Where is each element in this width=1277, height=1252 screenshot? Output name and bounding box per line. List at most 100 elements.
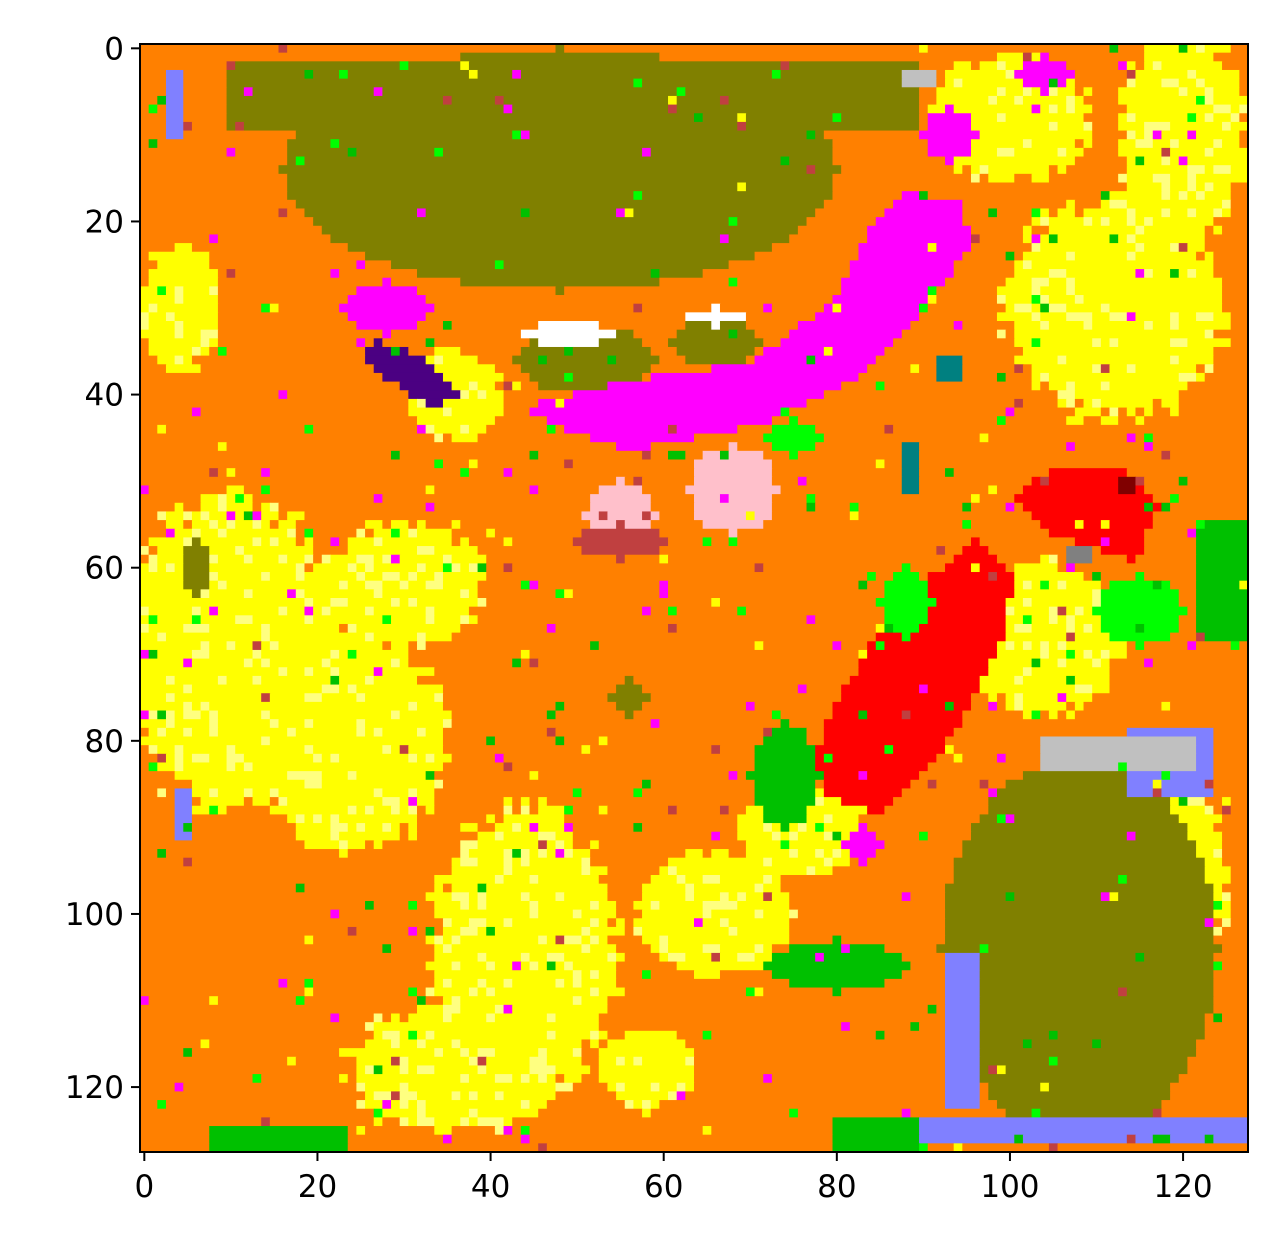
heatmap-cell-run (494, 926, 583, 937)
heatmap-cell-run (278, 788, 375, 798)
heatmap-cell-run (1109, 684, 1248, 694)
heatmap-cell-run (442, 554, 453, 564)
heatmap-cell-run (165, 753, 176, 764)
heatmap-cell-run (140, 632, 158, 642)
heatmap-cell-run (1040, 580, 1050, 590)
heatmap-cell-run (1066, 165, 1128, 175)
heatmap-cell-run (1118, 987, 1128, 997)
heatmap-cell-run (425, 355, 435, 365)
heatmap-cell-run (417, 1065, 435, 1075)
heatmap-cell-run (996, 693, 1007, 703)
heatmap-cell-run (1161, 502, 1171, 513)
heatmap-cell-run (668, 866, 678, 876)
heatmap-cell-run (304, 814, 314, 824)
heatmap-cell-run (468, 381, 479, 391)
heatmap-cell-run (598, 511, 609, 521)
heatmap-cell-run (1170, 208, 1188, 218)
heatmap-cell-run (685, 849, 704, 859)
heatmap-cell-run (936, 286, 998, 296)
heatmap-cell-run (165, 364, 202, 374)
heatmap-cell-run (356, 1126, 366, 1136)
heatmap-cell-run (1109, 675, 1248, 686)
heatmap-cell-run (979, 952, 1137, 963)
heatmap-cell-run (391, 554, 401, 564)
heatmap-cell-run (1213, 771, 1248, 781)
heatmap-cell-run (1031, 511, 1154, 521)
heatmap-cell-run (1031, 658, 1041, 668)
heatmap-cell-run (140, 727, 150, 738)
heatmap-cell-run (417, 208, 427, 218)
heatmap-cell-run (140, 416, 418, 426)
heatmap-cell-run (148, 338, 202, 348)
heatmap-cell-run (295, 589, 306, 599)
heatmap-cell-run (339, 537, 349, 547)
heatmap-cell-run (771, 502, 808, 513)
heatmap-cell-run (529, 407, 782, 417)
heatmap-cell-run (1196, 78, 1206, 88)
heatmap-cell-run (1118, 234, 1128, 244)
heatmap-cell-run (140, 866, 453, 876)
heatmap-cell-run (529, 338, 539, 348)
heatmap-cell-run (771, 970, 903, 980)
heatmap-cell-run (140, 849, 158, 859)
heatmap-cell-run (927, 762, 1041, 772)
heatmap-cell-run (555, 424, 565, 435)
heatmap-cell-run (901, 892, 912, 902)
heatmap-cell-run (979, 1091, 989, 1101)
heatmap-cell-run (546, 1074, 557, 1084)
heatmap-cell-run (893, 623, 920, 634)
heatmap-cell-run (140, 528, 167, 539)
heatmap-cell-run (789, 156, 834, 166)
heatmap-cell-run (754, 883, 764, 893)
heatmap-cell-run (434, 667, 860, 677)
heatmap-cell-run (243, 589, 254, 599)
heatmap-cell-run (1144, 321, 1154, 331)
heatmap-cell-run (1048, 1082, 1171, 1093)
heatmap-cell-run (451, 520, 461, 530)
heatmap-cell-run (226, 87, 245, 97)
heatmap-cell-run (391, 520, 409, 530)
heatmap-cell-run (728, 528, 738, 539)
heatmap-cell-run (477, 459, 565, 469)
heatmap-cell-run (157, 615, 193, 625)
heatmap-cell-run (520, 208, 531, 218)
heatmap-cell-run (607, 511, 643, 521)
heatmap-cell-run (893, 745, 946, 755)
heatmap-cell-run (442, 944, 453, 954)
heatmap-cell-run (1144, 44, 1180, 54)
heatmap-cell-run (330, 606, 366, 616)
heatmap-cell-run (1213, 147, 1248, 158)
heatmap-cell-run (226, 95, 444, 106)
heatmap-cell-run (1178, 156, 1189, 166)
heatmap-cell-run (1126, 199, 1223, 210)
heatmap-cell-run (425, 935, 435, 945)
heatmap-cell-run (988, 433, 1128, 443)
heatmap-cell-run (590, 502, 652, 513)
heatmap-cell-run (434, 546, 479, 556)
heatmap-cell-run (365, 900, 375, 911)
heatmap-cell-run (1187, 69, 1197, 80)
heatmap-cell-run (849, 1022, 911, 1032)
heatmap-cell-run (668, 589, 886, 599)
heatmap-cell-run (1196, 606, 1248, 616)
heatmap-cell-run (183, 1082, 357, 1093)
heatmap-cell-run (806, 805, 868, 816)
heatmap-cell-run (1074, 632, 1111, 642)
heatmap-cell-run (140, 433, 435, 443)
heatmap-cell-run (434, 788, 574, 798)
heatmap-cell-run (875, 217, 963, 227)
heatmap-cell-run (382, 727, 418, 738)
heatmap-cell-run (668, 104, 678, 114)
heatmap-cell-run (140, 961, 427, 971)
heatmap-cell-run (564, 840, 574, 850)
heatmap-cell-run (953, 156, 1076, 166)
heatmap-cell-run (789, 840, 842, 850)
heatmap-cell-run (1187, 338, 1232, 348)
heatmap-cell-run (694, 476, 773, 487)
heatmap-cell-run (763, 883, 782, 893)
heatmap-cell-run (494, 381, 505, 391)
heatmap-cell-run (313, 563, 349, 573)
heatmap-cell-run (823, 303, 834, 313)
heatmap-cell-run (1066, 693, 1093, 703)
heatmap-cell-run (226, 753, 245, 764)
